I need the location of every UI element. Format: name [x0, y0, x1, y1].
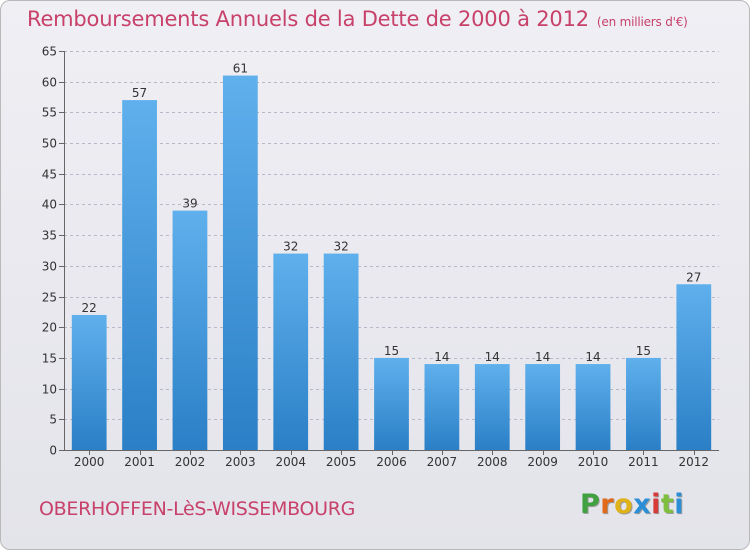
y-tick-label: 65 [42, 45, 57, 59]
bar [122, 100, 157, 450]
axes: 0 5 10 15 20 25 30 35 40 45 50 55 60 65 2000 2001 2002 20… [42, 45, 719, 469]
logo-letter: o [614, 489, 634, 520]
chart-title-text: Remboursements Annuels de la Dette de 20… [27, 7, 589, 31]
data-label: 57 [132, 86, 147, 100]
bar [575, 364, 611, 450]
data-label: 15 [636, 344, 651, 358]
x-tick-label: 2000 [74, 455, 105, 469]
commune-name: OBERHOFFEN-LèS-WISSEMBOURG [39, 498, 356, 520]
y-tick-label: 60 [42, 76, 57, 90]
bar [323, 253, 359, 450]
x-tick-label: 2002 [175, 455, 206, 469]
y-tick-label: 25 [42, 291, 57, 305]
unit-note: (en milliers d'€) [596, 15, 688, 29]
x-tick-label: 2004 [275, 455, 306, 469]
x-tick-label: 2008 [477, 455, 508, 469]
data-label: 32 [333, 240, 348, 254]
proxiti-logo: Proxiti [580, 489, 684, 520]
y-tick-label: 55 [42, 106, 57, 120]
logo-letter: i [651, 489, 661, 520]
y-tick-label: 35 [42, 229, 57, 243]
x-tick-label: 2003 [225, 455, 256, 469]
data-label: 14 [434, 350, 449, 364]
bar [374, 357, 409, 450]
x-tick-label: 2005 [326, 455, 357, 469]
x-tick-label: 2011 [628, 455, 659, 469]
x-tick-label: 2006 [376, 455, 407, 469]
data-labels: 22 57 39 61 32 32 15 14 14 14 14 15 27 [82, 62, 702, 365]
logo-letter: t [660, 489, 675, 520]
y-tick-label: 0 [49, 444, 57, 458]
data-label: 14 [485, 350, 500, 364]
x-tick-label: 2007 [427, 455, 458, 469]
y-tick-label: 45 [42, 168, 57, 182]
data-label: 39 [182, 197, 197, 211]
bar [222, 75, 258, 451]
data-label: 15 [384, 344, 399, 358]
logo-letter: P [580, 489, 601, 520]
x-tick-label: 2001 [124, 455, 155, 469]
y-tick-label: 5 [49, 413, 57, 427]
data-label: 61 [233, 62, 248, 76]
logo-letter: r [600, 489, 615, 520]
bar [525, 364, 561, 450]
x-tick-label: 2009 [527, 455, 558, 469]
data-label: 14 [585, 350, 600, 364]
x-tick-label: 2010 [578, 455, 609, 469]
data-label: 27 [686, 270, 701, 284]
logo-letter: x [633, 489, 652, 520]
x-tick-label: 2012 [679, 455, 710, 469]
y-tick-label: 15 [42, 352, 57, 366]
y-tick-label: 50 [42, 137, 57, 151]
bar [172, 210, 208, 450]
logo-letter: i [674, 489, 685, 520]
bar [273, 253, 309, 450]
bars [71, 75, 712, 451]
data-label: 32 [283, 240, 298, 254]
y-tick-label: 10 [42, 383, 57, 397]
bar [676, 284, 712, 450]
chart-title: Remboursements Annuels de la Dette de 20… [27, 7, 688, 31]
y-tick-label: 30 [42, 260, 57, 274]
y-tick-label: 20 [42, 321, 57, 335]
data-label: 14 [535, 350, 550, 364]
bar [474, 364, 510, 450]
bar [71, 314, 107, 450]
bar [424, 364, 460, 450]
y-tick-label: 40 [42, 198, 57, 212]
data-label: 22 [82, 301, 97, 315]
bar [626, 357, 661, 450]
